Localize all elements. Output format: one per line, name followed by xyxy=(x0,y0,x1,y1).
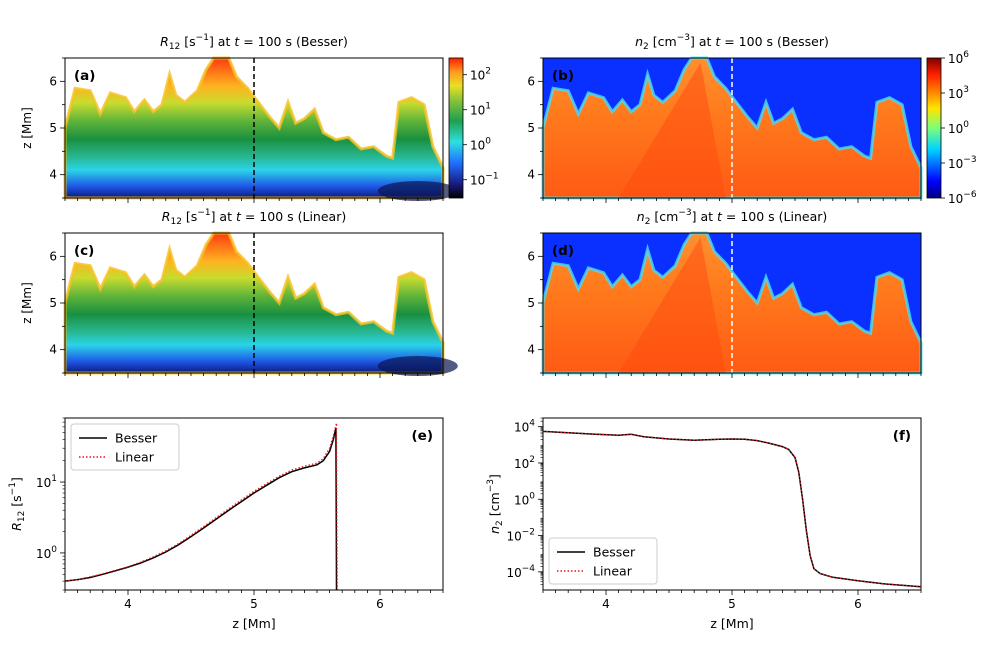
colorbar xyxy=(926,57,942,199)
panel-label: (f) xyxy=(893,428,911,444)
low-rate-pocket xyxy=(377,181,458,201)
field-edge xyxy=(63,56,445,200)
x-axis-label: z [Mm] xyxy=(710,616,753,631)
y-tick-label: 5 xyxy=(527,296,535,310)
low-rate-pocket xyxy=(377,356,458,376)
x-tick-label: 5 xyxy=(728,597,736,611)
legend-entry: Besser xyxy=(593,545,636,560)
panel-title: R12 [s−1] at t = 100 s (Besser) xyxy=(160,33,348,52)
panel-title: n2 [cm−3] at t = 100 s (Besser) xyxy=(635,33,829,52)
legend-entry: Linear xyxy=(115,450,155,465)
panel-b: 4 5 6 (b) n2 [cm−3] at t = 100 s (Besser) 106… xyxy=(527,33,976,206)
n2-field xyxy=(543,233,921,373)
y-axis-label: z [Mm] xyxy=(20,282,34,324)
colorbar-tick-label: 106 xyxy=(948,50,969,66)
n2-field xyxy=(543,58,921,198)
x-tick-label: 4 xyxy=(602,597,610,611)
y-tick-label: 6 xyxy=(49,249,57,263)
colorbar-tick-label: 103 xyxy=(948,85,969,101)
transition-edge xyxy=(541,56,923,200)
y-tick-label: 4 xyxy=(49,343,57,357)
panel-title: n2 [cm−3] at t = 100 s (Linear) xyxy=(637,208,828,227)
panel-label: (e) xyxy=(412,428,434,444)
legend-entry: Linear xyxy=(593,564,633,579)
panel-f: 4 5 6 z [Mm] 104 102 100 10−2 10−4 n2 [cm−3] (f) Be… xyxy=(486,417,922,631)
panel-label: (a) xyxy=(74,68,95,84)
panel-d: 4 5 6 (d) n2 [cm−3] at t = 100 s (Linear) xyxy=(527,208,923,378)
y-axis-label: R12 [s−1] xyxy=(8,477,27,531)
x-tick-label: 6 xyxy=(376,597,384,611)
legend-box xyxy=(70,423,180,471)
y-tick-label: 6 xyxy=(527,249,535,263)
series-line-besser xyxy=(542,430,922,588)
panel-title: R12 [s−1] at t = 100 s (Linear) xyxy=(162,208,346,227)
colorbar-tick-label: 100 xyxy=(948,120,969,136)
y-tick-label: 10−4 xyxy=(506,564,535,580)
panel-label: (c) xyxy=(74,243,94,259)
x-tick-label: 5 xyxy=(250,597,258,611)
y-tick-label: 4 xyxy=(527,343,535,357)
legend-box xyxy=(548,537,658,585)
colorbar-tick-label: 10−3 xyxy=(948,155,977,171)
panel-label: (b) xyxy=(552,68,574,84)
y-tick-label: 4 xyxy=(49,168,57,182)
legend: Besser Linear xyxy=(548,537,658,585)
dense-column xyxy=(618,62,726,198)
y-tick-label: 10−2 xyxy=(506,528,535,544)
r12-field xyxy=(65,58,443,198)
panel-c: 4 5 6 z [Mm] (c) R12 [s−1] at t = 100 s (Line… xyxy=(20,208,458,378)
y-axis-label: z [Mm] xyxy=(20,107,34,149)
y-tick-label: 5 xyxy=(49,296,57,310)
y-tick-label: 6 xyxy=(49,74,57,88)
series-line-linear xyxy=(64,422,338,591)
colorbar-tick-label: 102 xyxy=(470,67,491,83)
panel-label: (d) xyxy=(552,243,574,259)
field-edge xyxy=(63,231,445,375)
y-tick-label: 5 xyxy=(527,121,535,135)
x-axis-label: z [Mm] xyxy=(232,616,275,631)
colorbar-tick-label: 100 xyxy=(470,137,491,153)
y-tick-label: 6 xyxy=(527,74,535,88)
colorbar-tick-label: 10−6 xyxy=(948,190,977,206)
y-tick-label: 4 xyxy=(527,168,535,182)
r12-field xyxy=(65,233,443,373)
transition-edge xyxy=(541,231,923,375)
y-axis-label: n2 [cm−3] xyxy=(486,474,505,534)
series-line-besser xyxy=(64,427,338,591)
x-tick-label: 6 xyxy=(854,597,862,611)
panel-e: 4 5 6 z [Mm] 101 100 R12 [s−1] (e) Besser Linear xyxy=(8,417,444,631)
legend-entry: Besser xyxy=(115,431,158,446)
y-tick-label: 102 xyxy=(514,455,535,471)
y-tick-label: 104 xyxy=(514,419,535,435)
colorbar-tick-label: 10−1 xyxy=(470,172,499,188)
colorbar-tick-label: 101 xyxy=(470,102,491,118)
colorbar xyxy=(448,57,464,199)
y-tick-label: 101 xyxy=(36,474,57,490)
legend: Besser Linear xyxy=(70,423,180,471)
y-tick-label: 100 xyxy=(514,491,535,507)
y-tick-label: 5 xyxy=(49,121,57,135)
x-tick-label: 4 xyxy=(124,597,132,611)
y-tick-label: 100 xyxy=(36,545,57,561)
dense-column xyxy=(618,237,726,373)
panel-a: 4 5 6 z [Mm] (a) R12 [s−1] at t = 100 s (Bess… xyxy=(20,33,499,203)
